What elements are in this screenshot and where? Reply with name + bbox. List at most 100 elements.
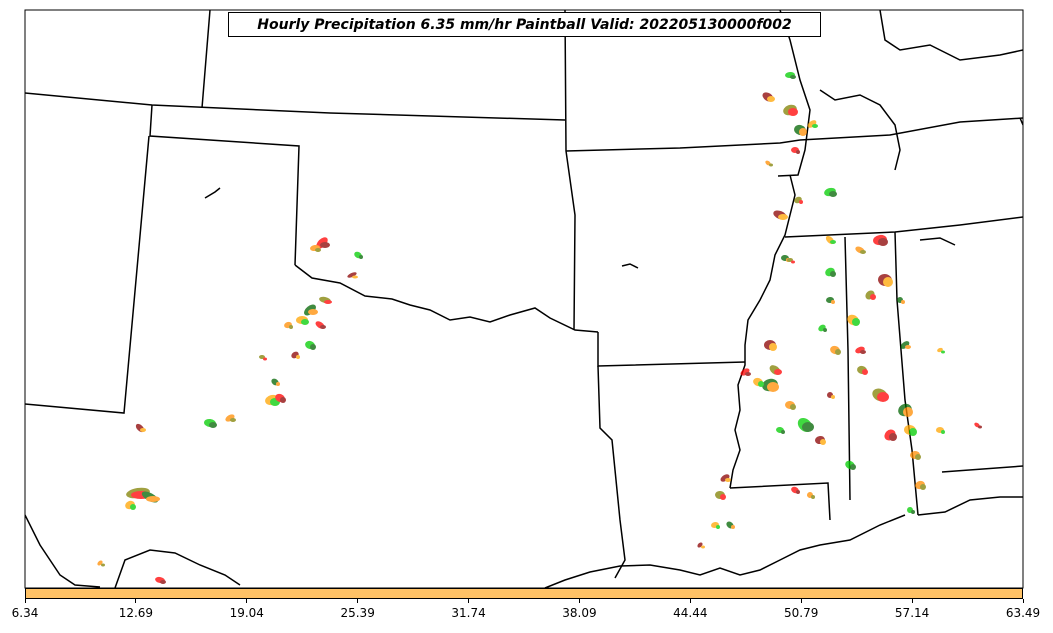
precip-blob xyxy=(701,545,705,549)
precip-blob xyxy=(825,235,835,245)
colorbar-tick xyxy=(800,599,802,603)
precip-blob xyxy=(146,496,160,502)
precip-blob xyxy=(320,242,330,248)
colorbar-tick xyxy=(135,599,137,603)
colorbar-tick-label: 50.79 xyxy=(784,606,819,620)
colorbar-tick xyxy=(1022,599,1024,603)
precip-blob xyxy=(978,425,982,429)
precip-blob xyxy=(767,96,775,102)
colorbar-tick-label: 25.39 xyxy=(340,606,375,620)
colorbar-tick-label: 63.49 xyxy=(1005,606,1041,620)
precipitation-paintballs xyxy=(97,71,982,584)
colorbar-tick xyxy=(357,599,359,603)
precip-blob xyxy=(101,563,105,567)
precip-blob xyxy=(745,372,751,376)
precip-blob xyxy=(830,271,836,277)
precip-blob xyxy=(831,395,835,399)
colorbar-tick xyxy=(689,599,691,603)
precip-blob xyxy=(860,250,866,254)
colorbar-tick-label: 57.14 xyxy=(894,606,930,620)
precip-blob xyxy=(347,272,357,278)
colorbar-tick-label: 44.44 xyxy=(673,606,708,620)
precip-blob xyxy=(920,484,926,490)
precip-blob xyxy=(758,381,764,387)
precip-blob xyxy=(259,354,265,360)
precip-blob xyxy=(802,422,814,432)
precip-blob xyxy=(830,240,836,244)
precip-blob xyxy=(915,454,921,460)
colorbar-tick-label: 38.09 xyxy=(562,606,597,620)
precip-blob xyxy=(889,433,897,441)
precip-blob xyxy=(720,494,726,500)
precip-blob xyxy=(941,350,945,354)
precip-blob xyxy=(799,200,803,204)
precip-blob xyxy=(308,309,318,315)
precip-blob xyxy=(903,407,913,417)
colorbar-tick xyxy=(246,599,248,603)
precip-blob xyxy=(352,275,358,279)
precip-blob xyxy=(835,349,841,355)
precip-blob xyxy=(911,510,915,514)
precip-blob xyxy=(320,325,326,329)
precip-blob xyxy=(769,163,773,167)
precip-blob xyxy=(276,382,280,386)
precip-blob xyxy=(852,318,860,326)
precip-blob xyxy=(130,504,136,510)
precip-blob xyxy=(769,343,777,351)
colorbar-tick xyxy=(578,599,580,603)
precip-blob xyxy=(877,392,889,402)
colorbar-tick xyxy=(911,599,913,603)
precip-blob xyxy=(324,300,332,304)
precip-blob xyxy=(315,248,321,252)
precip-blob xyxy=(831,300,835,304)
precip-blob xyxy=(731,525,735,529)
precip-blob xyxy=(883,277,893,287)
colorbar-tick-label: 19.04 xyxy=(229,606,264,620)
precip-blob xyxy=(799,128,807,136)
precip-blob xyxy=(209,422,217,428)
precip-blob xyxy=(941,430,945,434)
precip-blob xyxy=(790,404,796,410)
precip-blob xyxy=(811,495,815,499)
precip-blob xyxy=(829,191,837,197)
colorbar-tick xyxy=(468,599,470,603)
precip-blob xyxy=(787,257,793,263)
precip-blob xyxy=(310,344,316,350)
precip-blob xyxy=(725,478,731,482)
precip-blob xyxy=(870,294,876,300)
precip-blob xyxy=(140,428,146,432)
precip-blob xyxy=(359,255,363,259)
precip-blob xyxy=(296,355,300,359)
precip-blob xyxy=(862,369,868,375)
precip-blob xyxy=(716,525,720,529)
precip-blob xyxy=(909,428,917,436)
colorbar-tick xyxy=(24,599,26,603)
map-title: Hourly Precipitation 6.35 mm/hr Paintbal… xyxy=(228,12,821,37)
state-boundaries xyxy=(25,10,1023,588)
colorbar-tick-label: 6.34 xyxy=(11,606,39,620)
precip-blob xyxy=(301,319,309,325)
precip-blob xyxy=(778,214,788,220)
colorbar-tick-label: 12.69 xyxy=(118,606,154,620)
precip-blob xyxy=(280,397,286,403)
precip-blob xyxy=(160,580,166,584)
precip-blob xyxy=(230,418,236,422)
precip-blob xyxy=(790,75,796,79)
colorbar xyxy=(25,588,1023,599)
precip-blob xyxy=(289,325,293,329)
precip-blob xyxy=(135,423,145,433)
precip-blob xyxy=(774,369,782,375)
precip-blob xyxy=(796,490,800,494)
precip-blob xyxy=(878,238,888,246)
precip-blob xyxy=(781,430,785,434)
precip-blob xyxy=(820,439,826,445)
precip-blob xyxy=(905,345,911,349)
precip-blob xyxy=(767,382,779,392)
precip-blob xyxy=(791,260,795,264)
precip-blob xyxy=(796,150,800,154)
precip-blob xyxy=(263,357,267,361)
precip-blob xyxy=(850,464,856,470)
precip-blob xyxy=(901,300,905,304)
precip-blob xyxy=(788,108,798,116)
